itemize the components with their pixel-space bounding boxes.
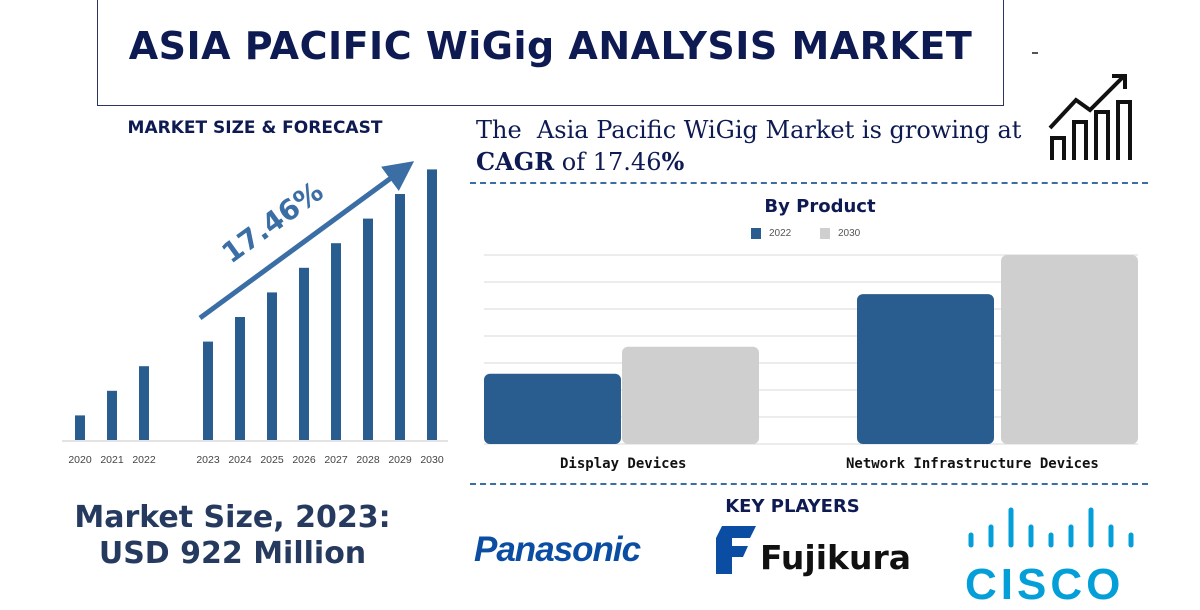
product-bar-2030 (622, 346, 759, 444)
forecast-bar (331, 243, 341, 440)
product-chart-title: By Product (764, 196, 876, 217)
year-label: 2025 (260, 454, 284, 466)
growth-statement: The Asia Pacific WiGig Market is growing… (476, 116, 1022, 144)
cagr-annotation: 17.46% (216, 175, 330, 270)
panasonic-logo: Panasonic (474, 530, 641, 569)
divider (1032, 52, 1038, 54)
growth-chart-icon (1048, 74, 1132, 160)
forecast-bar (107, 390, 117, 440)
product-bar-2022 (857, 294, 994, 444)
year-label: 2021 (100, 454, 124, 466)
legend-label: 2030 (838, 228, 861, 239)
category-label: Network Infrastructure Devices (846, 456, 1099, 472)
key-players-heading: KEY PLAYERS (725, 496, 860, 517)
forecast-bar (75, 415, 85, 440)
divider (470, 483, 1148, 485)
year-label: 2029 (388, 454, 412, 466)
forecast-bar (235, 317, 245, 440)
cisco-logo: CISCO (965, 560, 1125, 609)
product-bar-2022 (484, 373, 621, 444)
year-label: 2030 (420, 454, 444, 466)
market-size-value: USD 922 Million (98, 536, 367, 571)
year-label: 2023 (196, 454, 220, 466)
forecast-bar (395, 194, 405, 440)
forecast-bar (203, 341, 213, 440)
cisco-logo-icon (968, 507, 1134, 548)
year-label: 2026 (292, 454, 316, 466)
forecast-bar (139, 366, 149, 440)
forecast-heading: MARKET SIZE & FORECAST (127, 118, 383, 138)
growth-arrow (198, 161, 415, 321)
forecast-bar (267, 292, 277, 440)
legend-item-2030: 2030 (820, 228, 860, 239)
page-title: ASIA PACIFIC WiGig ANALYSIS MARKET (128, 24, 973, 68)
cagr-percent: % (661, 147, 685, 176)
year-label: 2027 (324, 454, 348, 466)
product-chart (484, 254, 1138, 445)
fujikura-logo: Fujikura (760, 538, 911, 577)
forecast-chart: 2020 2021 2022 2023 2024 2025 2026 2027 2028 2029… (62, 161, 448, 466)
year-label: 2028 (356, 454, 380, 466)
product-bar-2030 (1001, 255, 1138, 444)
legend-item-2022: 2022 (751, 228, 791, 239)
year-label: 2020 (68, 454, 92, 466)
category-label: Display Devices (560, 456, 687, 472)
title-box (97, 0, 1004, 106)
fujikura-logo-icon (716, 526, 756, 574)
cagr-statement: CAGR of 17.46% (476, 147, 684, 176)
market-size-label: Market Size, 2023: (74, 500, 391, 535)
forecast-bar (363, 218, 373, 440)
year-label: 2024 (228, 454, 252, 466)
cagr-of: of 17.46 (554, 148, 662, 176)
year-label: 2022 (132, 454, 156, 466)
forecast-bar (427, 169, 437, 440)
cagr-word: CAGR (476, 147, 555, 176)
divider (470, 182, 1148, 184)
forecast-bar (299, 267, 309, 440)
legend-label: 2022 (769, 228, 792, 239)
